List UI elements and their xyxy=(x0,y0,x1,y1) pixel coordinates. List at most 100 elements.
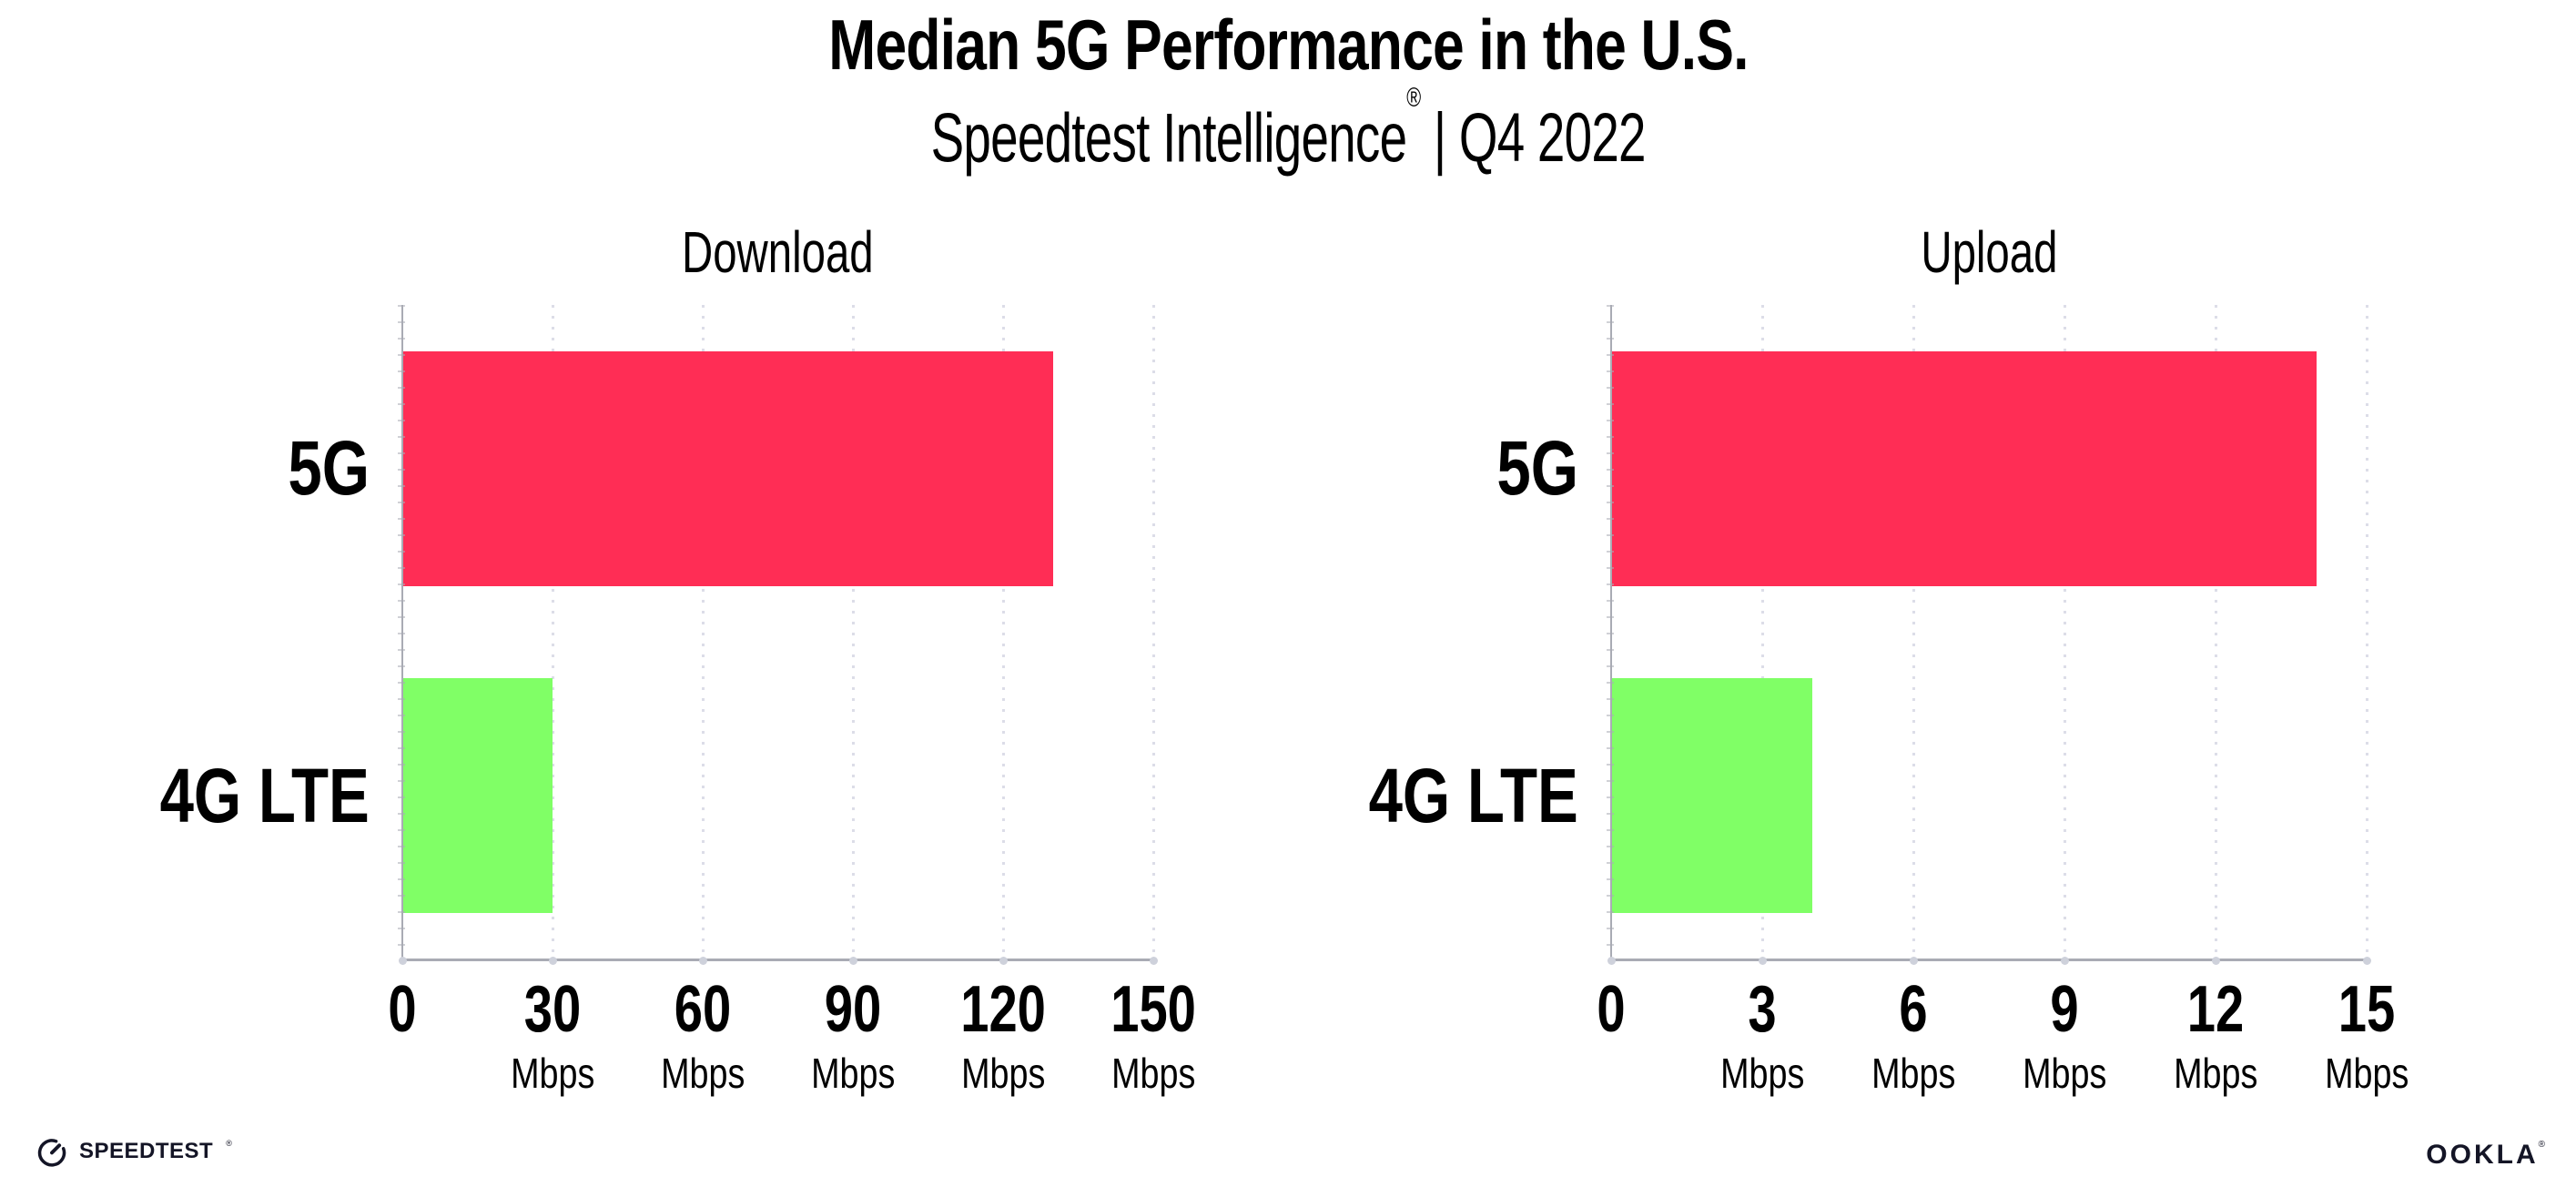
page-title-text: Median 5G Performance in the U.S. xyxy=(827,5,1749,85)
axis-tick-dot xyxy=(848,957,857,965)
tick-unit-text: Mbps xyxy=(1871,1050,1956,1097)
tick-label-text: 0 xyxy=(388,973,417,1046)
tick-unit-label: Mbps xyxy=(2115,1049,2316,1098)
gridline-3 xyxy=(1760,305,1764,959)
speedtest-gauge-icon xyxy=(37,1139,66,1167)
tick-unit-text: Mbps xyxy=(810,1050,896,1097)
axis-tick-dot xyxy=(2060,957,2069,965)
tick-label: 0 xyxy=(1511,972,1711,1047)
speedtest-logo: SPEEDTEST ® xyxy=(36,1136,232,1167)
gridline-30 xyxy=(551,305,554,959)
page-subtitle: Speedtest Intelligence® | Q4 2022 xyxy=(0,83,2576,182)
axis-tick-dot xyxy=(2362,957,2371,965)
tick-label: 30 xyxy=(452,972,653,1047)
tick-unit-text: Mbps xyxy=(1719,1050,1805,1097)
upload-chart: Upload 0 3 Mbps 6 Mbps 9 Mbps 12 Mbps 15 Mbps 5G 4G … xyxy=(1302,218,2476,1138)
tick-unit-label: Mbps xyxy=(753,1049,953,1098)
category-label-4g-lte: 4G LTE xyxy=(93,633,370,960)
tick-label-text: 9 xyxy=(2050,973,2079,1046)
chart-title: Upload xyxy=(1920,219,2058,285)
y-axis-minor-ticks xyxy=(1607,305,1614,959)
bar-4g-lte xyxy=(402,678,553,914)
ookla-logo: OOKLA® xyxy=(2426,1140,2545,1171)
axis-tick-dot xyxy=(1607,957,1616,965)
tick-unit-label: Mbps xyxy=(1662,1049,1862,1098)
bar-5g xyxy=(402,350,1053,586)
gridline-12 xyxy=(2214,305,2217,959)
tick-unit-text: Mbps xyxy=(1111,1050,1196,1097)
plot-area xyxy=(398,305,1158,965)
tick-label: 6 xyxy=(1813,972,2013,1047)
axis-tick-dot xyxy=(1758,957,1767,965)
tick-unit-label: Mbps xyxy=(1964,1049,2165,1098)
speedtest-registered-icon: ® xyxy=(226,1139,232,1148)
category-label-text: 5G xyxy=(288,425,370,512)
tick-unit-text: Mbps xyxy=(960,1050,1046,1097)
category-label-4g-lte: 4G LTE xyxy=(1302,633,1578,960)
category-label-text: 4G LTE xyxy=(1368,752,1578,838)
tick-label-text: 6 xyxy=(1899,973,1928,1046)
tick-unit-text: Mbps xyxy=(2022,1050,2107,1097)
download-chart: Download 0 30 Mbps 60 Mbps 90 Mbps 120 Mbps 150 Mb… xyxy=(93,218,1263,1138)
tick-label: 60 xyxy=(603,972,803,1047)
subtitle-brand: Speedtest Intelligence xyxy=(930,99,1407,178)
axis-tick-dot xyxy=(548,957,557,965)
tick-label: 120 xyxy=(903,972,1103,1047)
speedtest-wordmark: SPEEDTEST xyxy=(79,1139,214,1163)
category-label-5g: 5G xyxy=(93,305,370,633)
tick-label: 9 xyxy=(1964,972,2165,1047)
tick-unit-label: Mbps xyxy=(1813,1049,2013,1098)
category-label-text: 5G xyxy=(1496,425,1578,512)
gridline-9 xyxy=(2063,305,2066,959)
page-subtitle-text: Speedtest Intelligence® | Q4 2022 xyxy=(930,83,1647,182)
tick-label-text: 120 xyxy=(960,973,1046,1046)
tick-unit-text: Mbps xyxy=(660,1050,745,1097)
tick-label-text: 3 xyxy=(1748,973,1777,1046)
axis-tick-dot xyxy=(999,957,1008,965)
tick-label: 0 xyxy=(302,972,502,1047)
x-axis-line xyxy=(402,959,1153,961)
plot-area xyxy=(1607,305,2371,965)
tick-unit-text: Mbps xyxy=(2173,1050,2258,1097)
tick-unit-label: Mbps xyxy=(903,1049,1103,1098)
gridline-60 xyxy=(701,305,705,959)
tick-label-text: 30 xyxy=(523,973,582,1046)
tick-unit-label: Mbps xyxy=(2267,1049,2467,1098)
download-chart-title-row: Download xyxy=(402,218,1153,293)
tick-label: 12 xyxy=(2115,972,2316,1047)
bar-5g xyxy=(1611,350,2317,586)
chart-header: Median 5G Performance in the U.S. Speedt… xyxy=(0,5,2576,182)
gridline-90 xyxy=(851,305,855,959)
y-axis-minor-ticks xyxy=(398,305,405,959)
chart-title: Download xyxy=(682,219,874,285)
tick-unit-label: Mbps xyxy=(603,1049,803,1098)
tick-label-text: 90 xyxy=(824,973,882,1046)
ookla-wordmark: OOKLA xyxy=(2426,1140,2539,1170)
tick-label-text: 12 xyxy=(2186,973,2245,1046)
upload-chart-title-row: Upload xyxy=(1611,218,2367,293)
axis-tick-dot xyxy=(1149,957,1158,965)
tick-label: 90 xyxy=(753,972,953,1047)
gridline-15 xyxy=(2365,305,2368,959)
tick-unit-text: Mbps xyxy=(510,1050,595,1097)
axis-tick-dot xyxy=(1909,957,1918,965)
tick-label: 150 xyxy=(1053,972,1253,1047)
gridline-120 xyxy=(1001,305,1005,959)
axis-tick-dot xyxy=(398,957,407,965)
registered-mark-icon: ® xyxy=(1406,83,1421,113)
axis-tick-dot xyxy=(2211,957,2220,965)
axis-tick-dot xyxy=(698,957,707,965)
tick-label: 15 xyxy=(2267,972,2467,1047)
tick-label-text: 15 xyxy=(2338,973,2396,1046)
category-label-text: 4G LTE xyxy=(159,752,370,838)
tick-label-text: 60 xyxy=(674,973,732,1046)
gridline-150 xyxy=(1151,305,1155,959)
tick-label-text: 150 xyxy=(1111,973,1196,1046)
page-title: Median 5G Performance in the U.S. xyxy=(0,5,2576,84)
subtitle-period: | Q4 2022 xyxy=(1433,99,1647,178)
x-axis-line xyxy=(1611,959,2367,961)
tick-label: 3 xyxy=(1662,972,1862,1047)
tick-unit-label: Mbps xyxy=(1053,1049,1253,1098)
tick-unit-text: Mbps xyxy=(2324,1050,2409,1097)
